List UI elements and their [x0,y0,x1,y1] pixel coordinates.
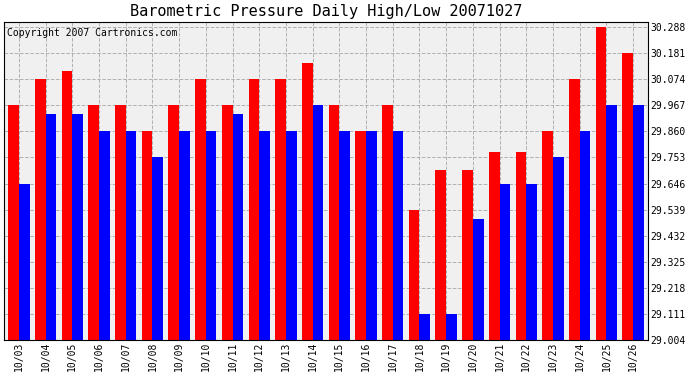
Bar [366,131,377,340]
Bar [622,53,633,340]
Bar [286,131,297,340]
Bar [355,131,366,340]
Bar [46,114,57,340]
Bar [569,79,580,340]
Bar [126,131,137,340]
Bar [99,131,110,340]
Text: Copyright 2007 Cartronics.com: Copyright 2007 Cartronics.com [8,28,178,38]
Bar [302,63,313,340]
Bar [382,105,393,340]
Bar [435,170,446,340]
Bar [339,131,350,340]
Bar [607,105,617,340]
Bar [580,131,591,340]
Bar [233,114,243,340]
Bar [489,152,500,340]
Bar [141,131,152,340]
Bar [275,79,286,340]
Bar [446,314,457,340]
Bar [393,131,404,340]
Bar [542,131,553,340]
Bar [259,131,270,340]
Bar [553,158,564,340]
Bar [61,71,72,340]
Bar [462,170,473,340]
Bar [19,184,30,340]
Bar [8,105,19,340]
Bar [115,105,126,340]
Bar [195,79,206,340]
Bar [500,184,511,340]
Bar [526,184,537,340]
Bar [313,105,324,340]
Bar [179,131,190,340]
Bar [595,27,607,340]
Bar [328,105,339,340]
Bar [35,79,46,340]
Bar [408,210,420,340]
Bar [221,105,233,340]
Bar [248,79,259,340]
Bar [206,131,217,340]
Bar [473,219,484,340]
Bar [72,114,83,340]
Bar [88,105,99,340]
Bar [515,152,526,340]
Bar [420,314,430,340]
Bar [168,105,179,340]
Bar [633,105,644,340]
Title: Barometric Pressure Daily High/Low 20071027: Barometric Pressure Daily High/Low 20071… [130,4,522,19]
Bar [152,158,163,340]
